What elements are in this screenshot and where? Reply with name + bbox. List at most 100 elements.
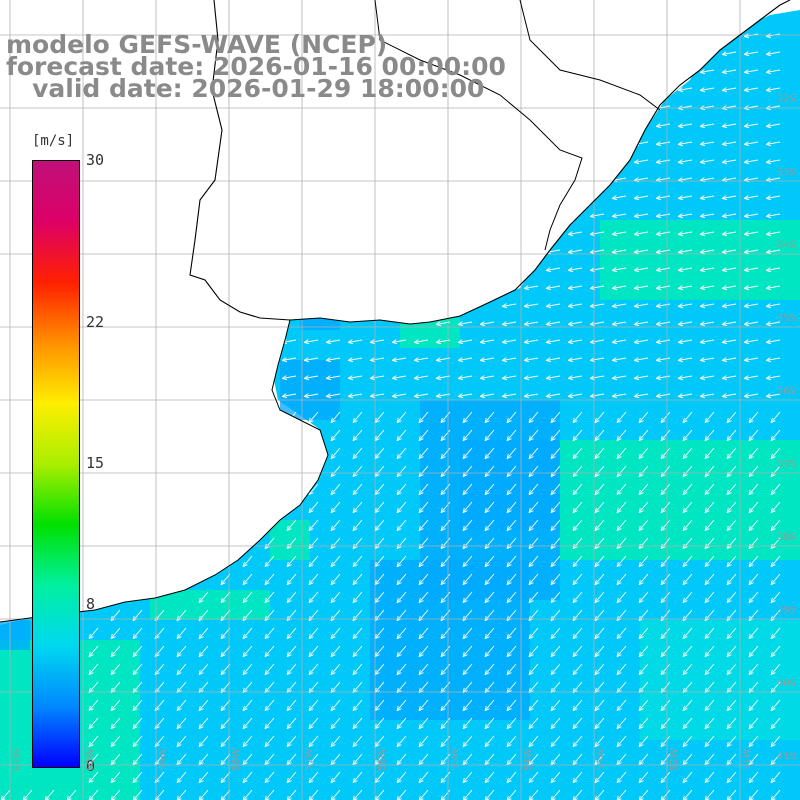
lat-label: 34S: [776, 240, 796, 251]
wind-arrow: [479, 393, 495, 399]
wind-arrow: [418, 663, 429, 676]
wind-arrow: [611, 339, 627, 345]
lon-label: 55W: [450, 748, 461, 771]
wind-arrow: [413, 357, 429, 363]
wind-arrow: [330, 645, 341, 658]
wind-arrow: [611, 231, 627, 237]
wind-arrow: [616, 717, 627, 730]
wind-arrow: [462, 411, 473, 424]
wind-arrow: [523, 375, 539, 381]
wind-arrow: [391, 339, 407, 345]
wind-arrow: [633, 339, 649, 345]
wind-arrow: [567, 321, 583, 327]
wind-arrow: [528, 573, 539, 586]
wind-arrow: [743, 141, 759, 147]
wind-arrow: [264, 591, 275, 604]
wind-arrow: [726, 429, 737, 442]
wind-arrow: [501, 303, 517, 309]
wind-arrow: [528, 411, 539, 424]
wind-arrow: [286, 555, 297, 568]
wind-arrow: [308, 447, 319, 460]
wind-arrow: [264, 717, 275, 730]
wind-arrow: [721, 195, 737, 201]
wind-arrow: [308, 411, 319, 424]
wind-arrow: [220, 699, 231, 712]
wind-arrow: [611, 285, 627, 291]
wind-arrow: [677, 321, 693, 327]
wind-arrow: [567, 249, 583, 255]
wind-arrow: [396, 663, 407, 676]
wind-arrow: [572, 519, 583, 532]
colorbar-tick-label: 15: [86, 454, 105, 472]
wind-arrow: [655, 213, 671, 219]
wind-arrow: [242, 645, 253, 658]
wind-arrow: [545, 375, 561, 381]
wind-arrow: [484, 411, 495, 424]
wind-arrow: [572, 447, 583, 460]
wind-arrow: [699, 213, 715, 219]
wind-arrow: [330, 663, 341, 676]
wind-arrow: [286, 717, 297, 730]
wind-arrow: [528, 645, 539, 658]
wind-arrow: [699, 303, 715, 309]
wind-arrow: [440, 501, 451, 514]
wind-arrow: [704, 699, 715, 712]
wind-arrow: [765, 375, 781, 381]
wind-arrow: [418, 447, 429, 460]
wind-arrow: [682, 411, 693, 424]
wind-arrow: [281, 375, 297, 381]
wind-arrow: [352, 627, 363, 640]
wind-arrow: [176, 663, 187, 676]
wind-arrow: [748, 627, 759, 640]
wind-arrow: [528, 735, 539, 748]
wind-arrow: [743, 267, 759, 273]
wind-arrow: [242, 555, 253, 568]
wind-arrow: [567, 375, 583, 381]
wind-arrow: [765, 123, 781, 129]
lon-label: 52W: [669, 748, 680, 771]
interior-border-north: [519, 0, 661, 111]
wind-arrow: [479, 339, 495, 345]
wind-arrow: [330, 483, 341, 496]
wind-arrow: [484, 429, 495, 442]
wind-arrow: [457, 321, 473, 327]
wind-arrow: [347, 357, 363, 363]
wind-arrow: [594, 717, 605, 730]
wind-arrow: [242, 699, 253, 712]
wind-arrow: [418, 771, 429, 784]
land-mask: [0, 0, 800, 622]
wind-arrow: [440, 429, 451, 442]
wind-arrow: [506, 645, 517, 658]
wind-arrow: [770, 645, 781, 658]
wind-arrow: [528, 753, 539, 766]
wind-arrow: [594, 753, 605, 766]
wind-arrow: [523, 393, 539, 399]
wind-arrow: [132, 735, 143, 748]
title-model: modelo GEFS-WAVE (NCEP): [6, 30, 388, 59]
wind-arrow: [198, 627, 209, 640]
wind-arrow: [699, 87, 715, 93]
wind-arrow: [572, 735, 583, 748]
wind-arrow: [616, 573, 627, 586]
wind-arrow: [330, 555, 341, 568]
wind-arrow: [594, 627, 605, 640]
wind-arrow: [198, 717, 209, 730]
wind-arrow: [528, 771, 539, 784]
wind-arrow: [765, 285, 781, 291]
wind-arrow: [699, 339, 715, 345]
wind-arrow: [660, 429, 671, 442]
wind-arrow: [352, 447, 363, 460]
wind-arrow: [506, 699, 517, 712]
wind-arrow: [770, 663, 781, 676]
wind-arrow: [633, 249, 649, 255]
wind-arrow: [743, 321, 759, 327]
lon-label: 56W: [377, 748, 388, 771]
wind-arrow: [286, 411, 297, 424]
title-valid-date: valid date: 2026-01-29 18:00:00: [6, 74, 485, 103]
wind-arrow: [633, 393, 649, 399]
wind-arrow: [567, 285, 583, 291]
wind-arrow: [440, 645, 451, 658]
wind-arrow: [396, 555, 407, 568]
lon-label: 60W: [85, 748, 96, 771]
wind-arrow: [484, 699, 495, 712]
